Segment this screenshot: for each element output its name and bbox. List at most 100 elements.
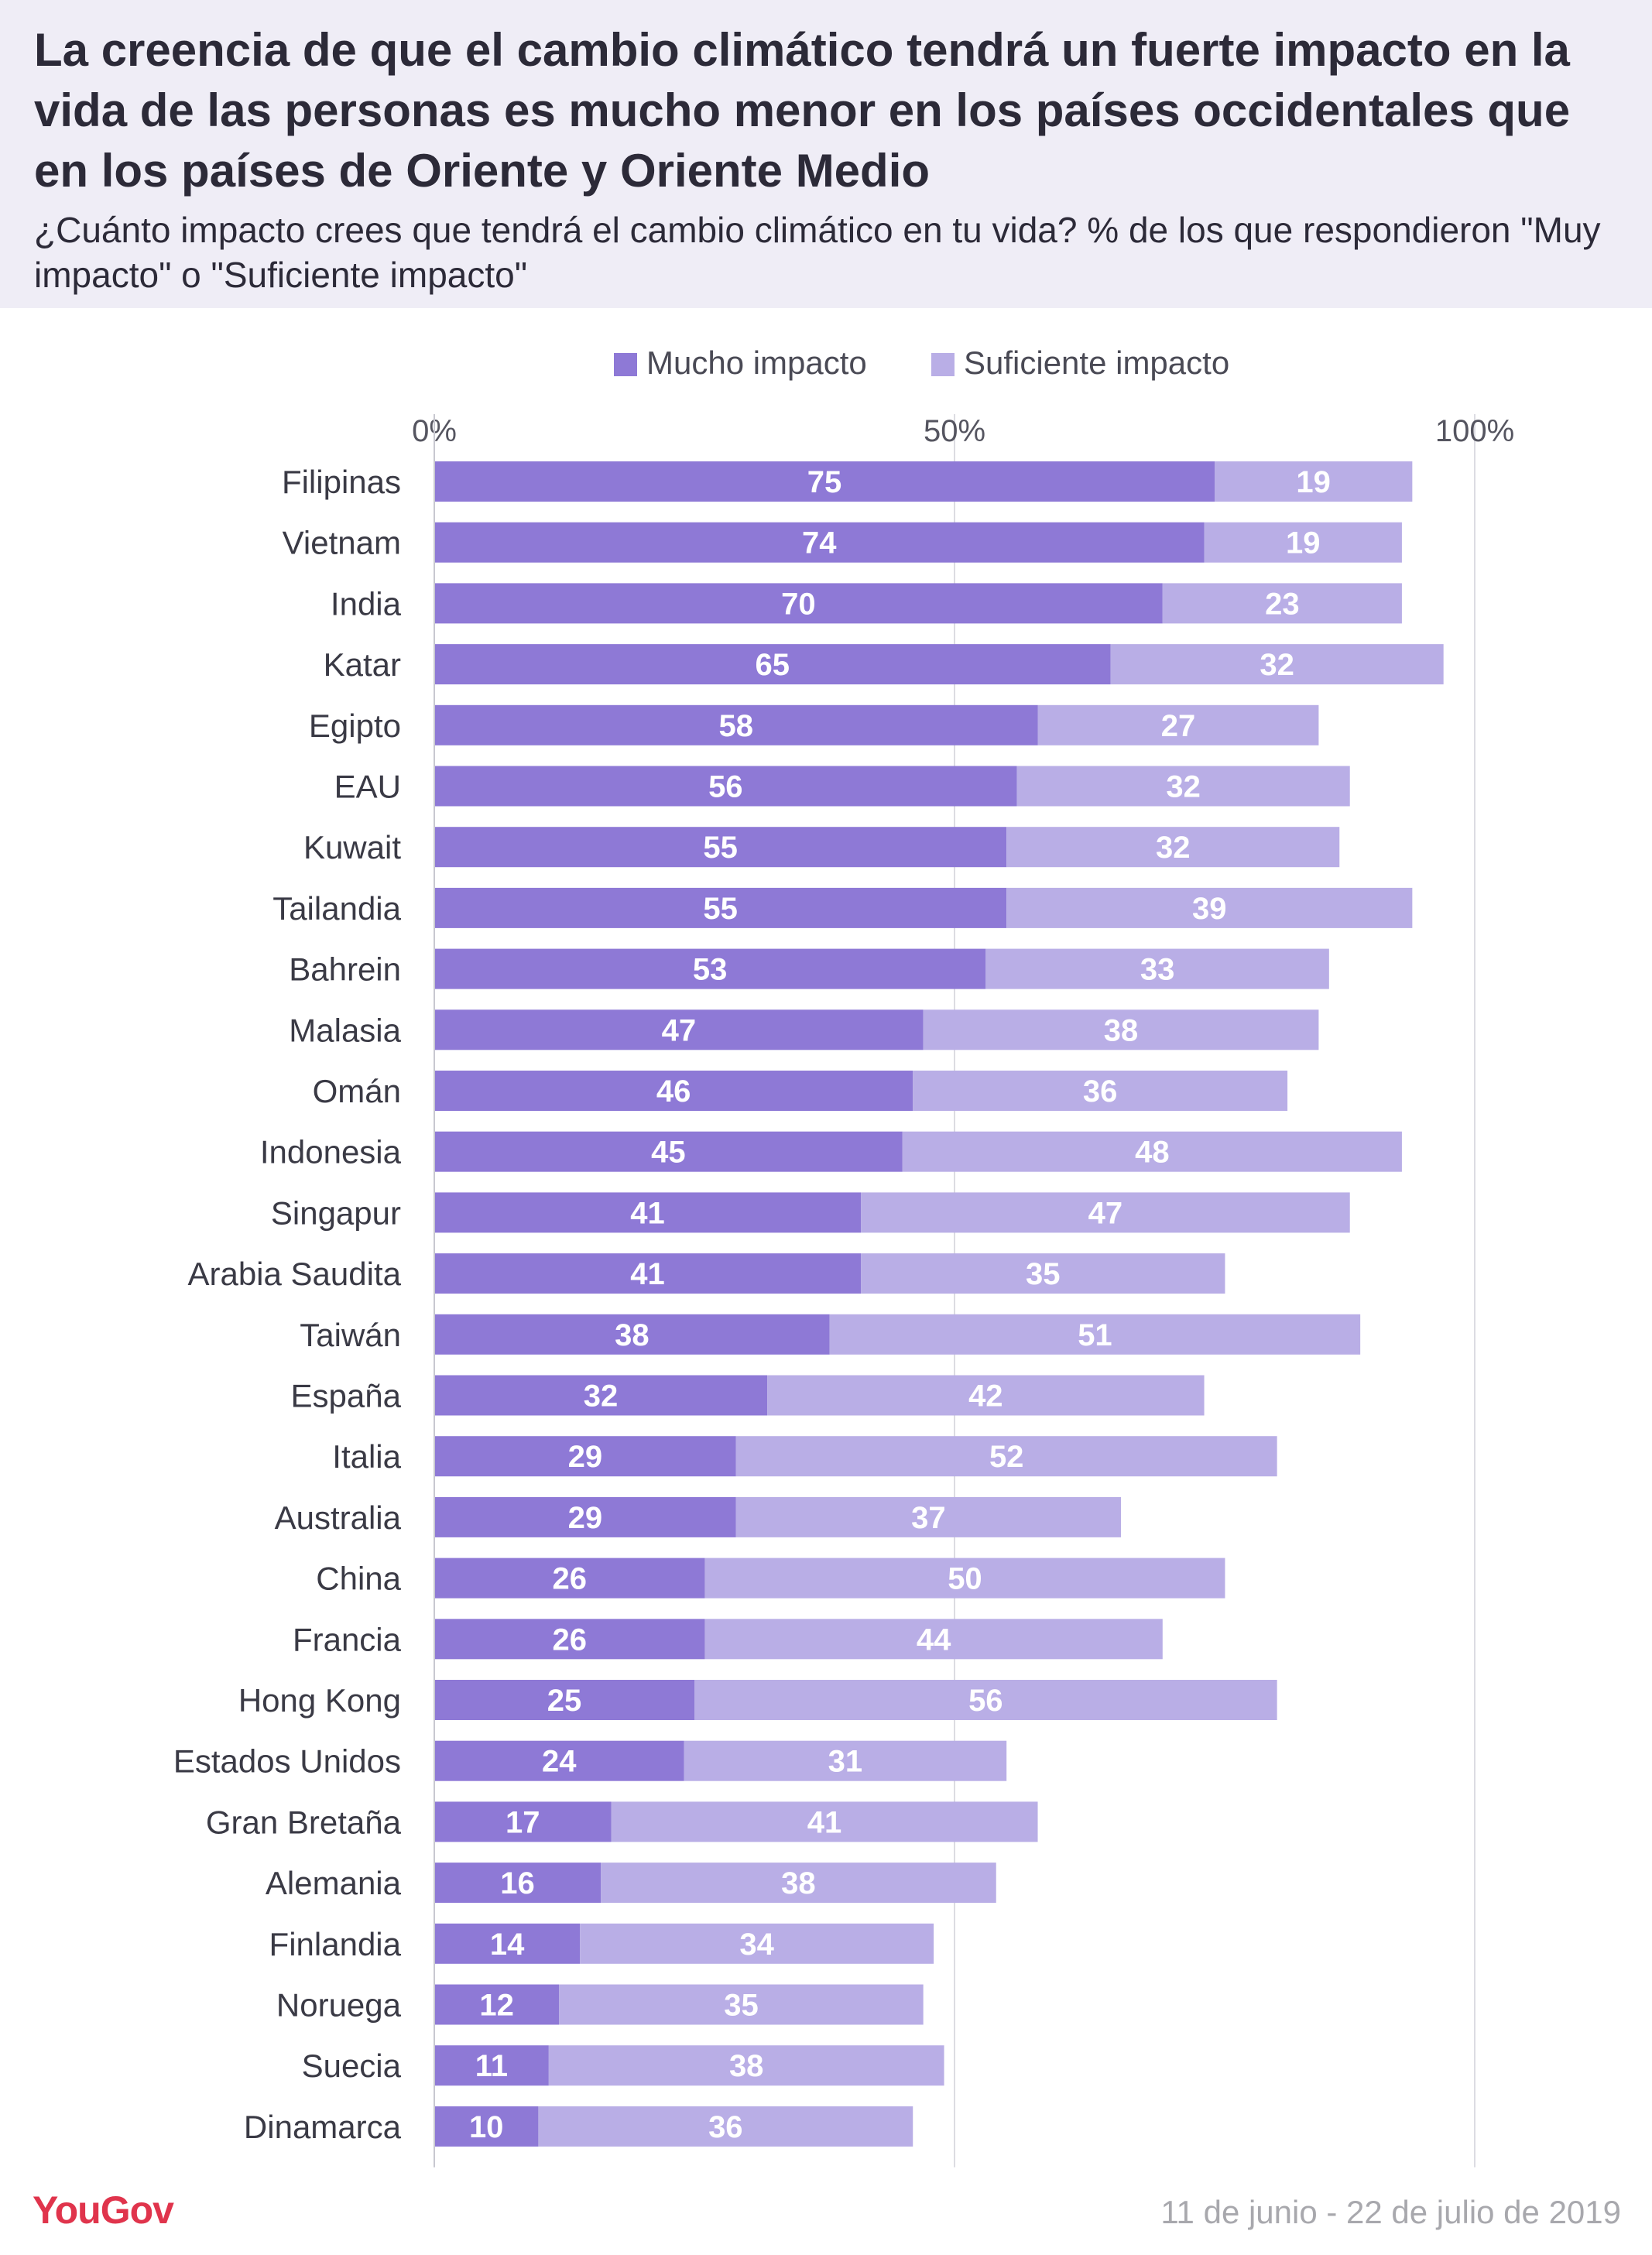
data-label: 29: [568, 1440, 603, 1474]
data-label: 42: [968, 1379, 1003, 1414]
bar-segment: [434, 704, 1038, 745]
data-label: 17: [506, 1805, 540, 1839]
data-label: 26: [552, 1562, 587, 1596]
bar-segment: [434, 1680, 694, 1720]
data-label: 55: [703, 831, 738, 865]
data-label: 36: [708, 2110, 743, 2144]
data-label: 38: [781, 1866, 816, 1900]
bar-segment: [1215, 461, 1413, 502]
bar-segment: [913, 1071, 1288, 1111]
data-label: 16: [500, 1866, 535, 1900]
bar-segment: [538, 2106, 913, 2147]
data-label: 19: [1296, 465, 1331, 499]
category-label: EAU: [334, 769, 401, 805]
category-label: Omán: [313, 1073, 401, 1109]
bar-segment: [735, 1496, 1122, 1537]
category-label: Indonesia: [260, 1134, 402, 1170]
data-label: 31: [828, 1745, 863, 1779]
data-label: 35: [724, 1989, 759, 2023]
bar-segment: [1162, 583, 1402, 624]
bar-segment: [684, 1740, 1007, 1781]
category-label: India: [331, 585, 402, 622]
bar-segment: [767, 1375, 1205, 1416]
category-label: Arabia Saudita: [187, 1256, 401, 1292]
data-label: 11: [475, 2049, 508, 2083]
stacked-bar-chart: 0% 50% 100%Mucho impacto Suficiente impacto…: [173, 344, 1514, 2168]
bar-segment: [1204, 522, 1402, 563]
bar-segment: [611, 1801, 1038, 1842]
bar-segment: [434, 1253, 862, 1294]
category-label: Italia: [332, 1438, 401, 1475]
data-label: 56: [708, 770, 743, 804]
bar-segment: [434, 1192, 862, 1233]
chart-subtitle: ¿Cuánto impacto crees que tendrá el camb…: [34, 210, 1601, 295]
data-label: 35: [1026, 1257, 1061, 1291]
data-label: 56: [968, 1684, 1003, 1718]
bar-segment: [434, 887, 1007, 928]
category-label: Finlandia: [269, 1926, 402, 1962]
legend-swatch: [614, 353, 637, 376]
bar-segment: [434, 766, 1017, 807]
bar-segment: [434, 1496, 736, 1537]
data-label: 26: [552, 1623, 587, 1657]
x-tick-label: 100%: [1435, 414, 1514, 448]
bar-segment: [902, 1131, 1402, 1172]
category-label: Dinamarca: [244, 2109, 402, 2145]
category-label: Australia: [275, 1499, 402, 1536]
bar-segment: [601, 1863, 996, 1904]
data-label: 14: [490, 1928, 525, 1962]
data-label: 36: [1083, 1074, 1118, 1109]
data-label: 27: [1161, 709, 1196, 743]
category-label: Kuwait: [303, 829, 401, 865]
data-label: 58: [719, 709, 754, 743]
data-label: 32: [584, 1379, 619, 1414]
data-label: 65: [756, 648, 790, 682]
data-label: 45: [651, 1136, 686, 1170]
bar-segment: [434, 2106, 539, 2147]
bar-segment: [1006, 827, 1340, 868]
category-label: Estados Unidos: [173, 1743, 401, 1780]
category-label: Egipto: [309, 708, 401, 744]
data-label: 19: [1286, 526, 1321, 560]
data-label: 38: [729, 2049, 764, 2083]
data-label: 41: [807, 1805, 842, 1839]
bar-segment: [1037, 704, 1319, 745]
data-label: 23: [1265, 587, 1300, 621]
bar-segment: [434, 644, 1111, 685]
bar-segment: [434, 1131, 903, 1172]
bar-segment: [434, 583, 1163, 624]
data-label: 32: [1156, 831, 1191, 865]
data-label: 10: [469, 2110, 504, 2144]
data-label: 32: [1166, 770, 1201, 804]
data-label: 33: [1140, 953, 1175, 987]
category-label: Hong Kong: [238, 1682, 401, 1719]
data-label: 53: [693, 953, 728, 987]
x-tick-label: 50%: [924, 414, 985, 448]
chart-header: La creencia de que el cambio climático t…: [0, 0, 1652, 308]
category-label: Bahrein: [289, 951, 401, 988]
legend-label: Mucho impacto: [646, 344, 867, 381]
yougov-logo: YouGov: [33, 2188, 174, 2232]
data-label: 29: [568, 1501, 603, 1535]
bar-segment: [704, 1558, 1225, 1599]
bar-segment: [434, 2045, 549, 2086]
bar-segment: [1110, 644, 1444, 685]
date-range: 11 de junio - 22 de julio de 2019: [1160, 2194, 1621, 2230]
data-label: 41: [630, 1196, 665, 1230]
chart-title: La creencia de que el cambio climático t…: [34, 24, 1571, 197]
legend-swatch: [931, 353, 955, 376]
bar-segment: [434, 948, 986, 989]
data-label: 44: [917, 1623, 951, 1657]
bar-segment: [985, 948, 1329, 989]
bar-segment: [434, 1619, 705, 1660]
data-label: 38: [615, 1318, 649, 1352]
data-label: 24: [542, 1745, 577, 1779]
bar-segment: [580, 1923, 934, 1964]
bar-segment: [735, 1436, 1277, 1477]
bar-segment: [434, 1984, 560, 2025]
data-label: 41: [630, 1257, 665, 1291]
category-label: Taiwán: [300, 1317, 401, 1353]
bar-segment: [434, 1558, 705, 1599]
bar-segment: [434, 1375, 768, 1416]
bar-segment: [1016, 766, 1350, 807]
